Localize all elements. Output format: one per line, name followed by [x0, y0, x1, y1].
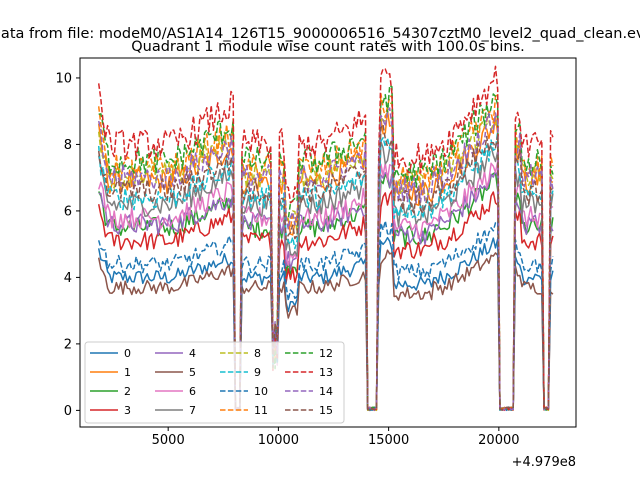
- series-line-4: [98, 170, 554, 412]
- x-tick-label: 15000: [368, 433, 409, 448]
- series-line-10: [97, 220, 554, 412]
- legend-label: 7: [189, 404, 196, 417]
- x-tick-label: 10000: [258, 433, 299, 448]
- y-tick-label: 8: [64, 138, 72, 153]
- x-offset-label: +4.979e8: [512, 455, 576, 470]
- y-axis: 0 2 4 6 8 10: [55, 71, 80, 419]
- legend-label: 11: [254, 404, 268, 417]
- chart-title: Quadrant 1 module wise count rates with …: [131, 39, 525, 55]
- series-line-11: [97, 92, 554, 412]
- legend-label: 13: [319, 366, 333, 379]
- legend-label: 8: [254, 347, 261, 360]
- legend-label: 0: [124, 347, 131, 360]
- legend-label: 5: [189, 366, 196, 379]
- x-tick-label: 20000: [478, 433, 519, 448]
- series-line-5: [97, 249, 554, 412]
- legend-label: 6: [189, 385, 196, 398]
- series-line-6: [97, 160, 554, 412]
- series-line-3: [97, 189, 554, 412]
- legend-label: 2: [124, 385, 131, 398]
- series-line-7: [97, 140, 554, 411]
- legend-box: [84, 341, 345, 424]
- y-tick-label: 0: [64, 404, 72, 419]
- legend-label: 9: [254, 366, 261, 379]
- legend-label: 4: [189, 347, 196, 360]
- plot-frame: [79, 57, 577, 428]
- chart-suptitle: Data from file: modeM0/AS1A14_126T15_900…: [0, 26, 640, 42]
- legend-label: 1: [124, 366, 131, 379]
- y-tick-label: 10: [55, 71, 72, 86]
- series-line-15: [97, 123, 554, 412]
- x-axis: 5000 10000 15000 20000: [152, 427, 520, 448]
- legend-label: 15: [319, 404, 333, 417]
- y-tick-label: 2: [64, 337, 72, 352]
- legend-label: 10: [254, 385, 268, 398]
- y-tick-label: 6: [64, 204, 72, 219]
- legend-label: 3: [124, 404, 131, 417]
- x-tick-label: 5000: [152, 433, 185, 448]
- legend-label: 14: [319, 385, 333, 398]
- series-line-14: [97, 107, 554, 411]
- legend-label: 12: [319, 347, 333, 360]
- series-line-9: [97, 129, 554, 412]
- y-tick-label: 4: [64, 271, 72, 286]
- plot-area: [79, 57, 577, 428]
- series-line-13: [97, 65, 554, 411]
- series-layer: [97, 65, 554, 412]
